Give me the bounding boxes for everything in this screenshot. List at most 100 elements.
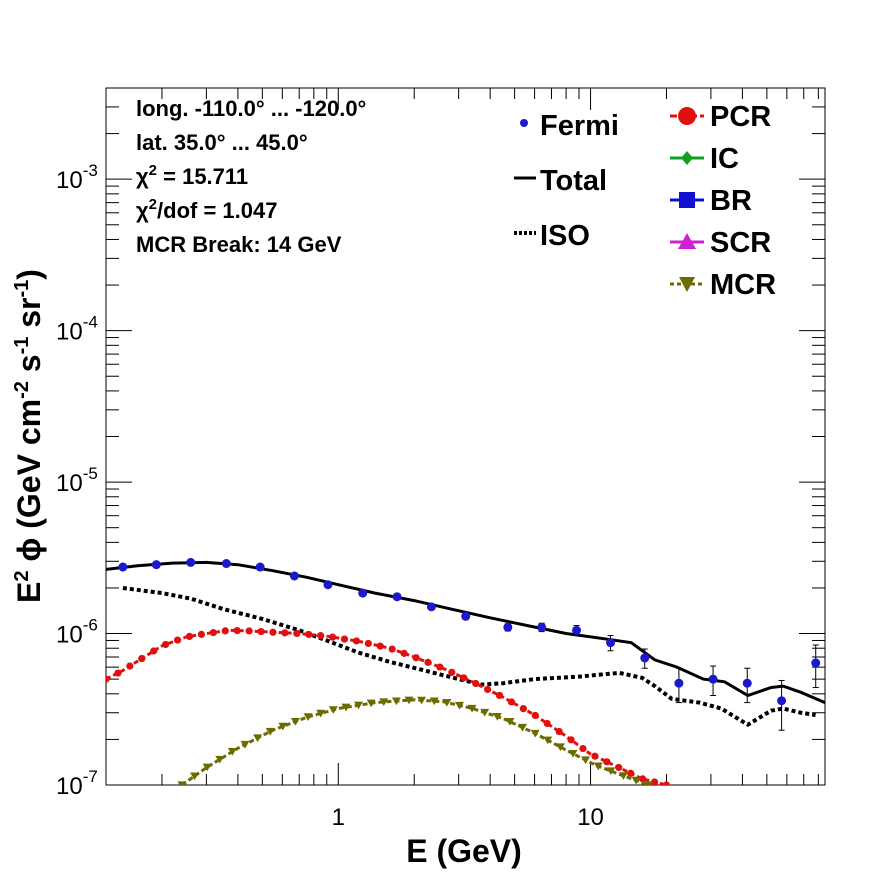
- series-pcr-marker: [233, 626, 241, 635]
- fermi-point: [358, 588, 368, 598]
- series-mcr-marker: [644, 781, 654, 785]
- y-tick-label: 10-7: [56, 767, 98, 800]
- fermi-point: [151, 560, 161, 570]
- series-pcr-marker: [162, 640, 170, 649]
- series-mcr-marker: [429, 697, 439, 706]
- fermi-point: [323, 580, 333, 590]
- series-mcr-marker: [442, 698, 452, 707]
- series-mcr-line: [181, 698, 650, 785]
- y-tick-label: 10-3: [56, 161, 98, 194]
- series-mcr-marker: [341, 703, 351, 712]
- series-mcr-marker: [543, 736, 553, 745]
- fermi-point: [777, 696, 787, 706]
- series-mcr-marker: [404, 696, 414, 705]
- series-mcr-marker: [454, 701, 464, 710]
- series-pcr-marker: [185, 632, 194, 641]
- series-pcr-marker: [197, 630, 206, 638]
- series-mcr-marker: [316, 709, 326, 718]
- series-pcr-marker: [400, 649, 408, 657]
- series-pcr-marker: [138, 654, 146, 663]
- series-pcr-marker: [531, 711, 539, 720]
- fermi-point: [118, 562, 128, 572]
- series-iso-line: [122, 586, 816, 728]
- series-pcr-marker: [245, 627, 253, 635]
- fermi-point: [221, 559, 231, 569]
- y-tick-label: 10-6: [56, 616, 98, 649]
- legend-marker-circle: [678, 107, 696, 125]
- y-tick-label: 10-5: [56, 464, 98, 497]
- y-axis-title: E2 ϕ (GeV cm-2 s-1 sr-1): [11, 269, 47, 603]
- series-mcr-marker: [631, 776, 641, 785]
- series-pcr-marker: [114, 669, 122, 677]
- legend-label: Total: [540, 165, 607, 197]
- legend-label: Fermi: [540, 110, 619, 142]
- series-pcr-marker: [424, 658, 432, 666]
- series-pcr-marker: [352, 637, 361, 645]
- fermi-point: [811, 658, 821, 668]
- x-axis: 1 10: [161, 88, 819, 831]
- legend-label: ISO: [540, 220, 590, 252]
- fermi-point: [289, 571, 299, 581]
- series-mcr-marker: [606, 767, 616, 776]
- fermi-point: [674, 678, 684, 688]
- series-mcr-marker: [303, 713, 313, 721]
- legend-label: MCR: [710, 269, 776, 301]
- y-tick-label: 10-4: [56, 313, 98, 346]
- info-box: long. -110.0° ... -120.0° lat. 35.0° ... …: [136, 96, 366, 257]
- series-mcr-marker: [618, 772, 628, 780]
- info-line: long. -110.0° ... -120.0°: [136, 96, 366, 121]
- series-pcr-marker: [543, 719, 551, 728]
- x-axis-title: E (GeV): [406, 833, 522, 869]
- series-pcr-marker: [591, 752, 599, 760]
- series-pcr-marker: [639, 775, 647, 783]
- series-mcr-marker: [240, 740, 250, 749]
- fermi-point: [606, 638, 616, 648]
- series-fermi: [118, 557, 821, 731]
- legend-left: Fermi Total ISO: [514, 110, 619, 252]
- info-line: χ2 = 15.711: [136, 162, 248, 189]
- series-mcr-marker: [265, 727, 275, 736]
- info-line: lat. 35.0° ... 45.0°: [136, 130, 308, 155]
- series-pcr-marker: [364, 639, 372, 648]
- series-pcr-marker: [317, 632, 325, 640]
- series-pcr-marker: [448, 668, 456, 676]
- series-pcr-marker: [555, 727, 563, 736]
- series-pcr-marker: [340, 635, 349, 643]
- series-mcr-marker: [555, 743, 565, 752]
- series-mcr-marker: [190, 772, 200, 781]
- series-total-line: [106, 560, 825, 704]
- series-mcr-marker: [581, 756, 591, 765]
- series-pcr-marker: [436, 663, 444, 671]
- series-mcr-marker: [480, 708, 490, 717]
- series-mcr-marker: [366, 699, 376, 708]
- series-mcr-marker: [328, 706, 338, 714]
- series-mcr-marker: [253, 734, 263, 743]
- series-total: [106, 560, 825, 704]
- series-pcr-marker: [126, 662, 134, 670]
- series-mcr-marker: [354, 701, 364, 710]
- series-pcr-marker: [106, 675, 110, 683]
- legend-marker-square: [679, 192, 695, 208]
- fermi-point: [742, 678, 752, 688]
- series-pcr-marker: [257, 627, 265, 636]
- series-mcr-marker: [505, 718, 515, 726]
- series-mcr-marker: [530, 729, 540, 738]
- fermi-point: [426, 602, 436, 612]
- info-line: χ2/dof = 1.047: [136, 196, 277, 223]
- series-pcr-marker: [293, 629, 301, 638]
- fermi-point: [537, 622, 547, 632]
- series-pcr-marker: [519, 705, 527, 713]
- series-mcr-marker: [568, 750, 578, 758]
- series-mcr: [177, 696, 654, 785]
- legend-marker-triangle-down: [679, 277, 695, 292]
- series-pcr-marker: [281, 629, 289, 637]
- legend-marker-triangle-up: [678, 233, 696, 249]
- series-mcr-marker: [379, 698, 389, 707]
- fermi-point: [708, 674, 718, 684]
- series-mcr-marker: [202, 763, 212, 772]
- series-pcr-marker: [567, 736, 575, 744]
- series-pcr-marker: [627, 769, 635, 777]
- series-iso: [122, 586, 816, 728]
